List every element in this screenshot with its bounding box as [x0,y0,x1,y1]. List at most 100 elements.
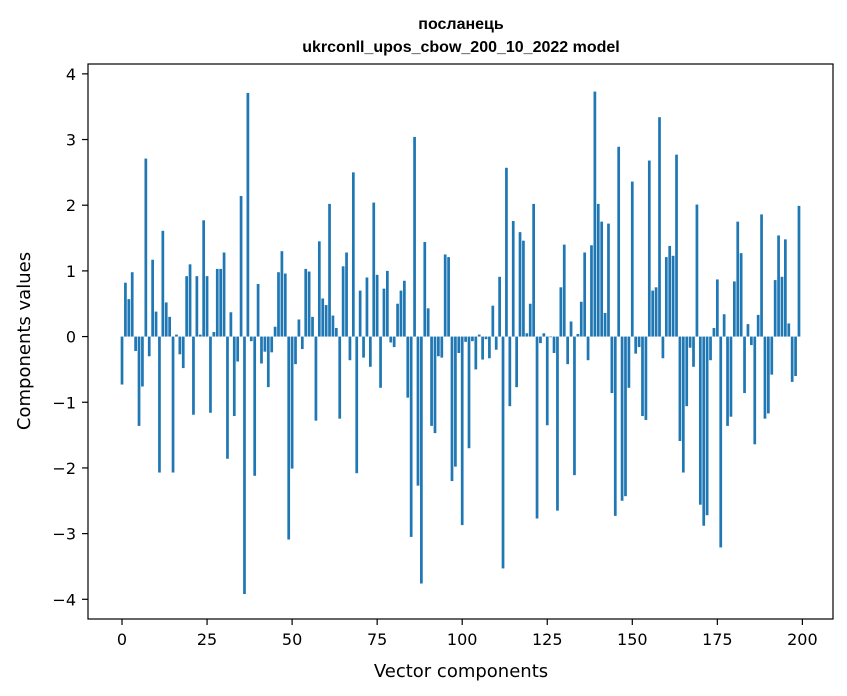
bar-190 [767,336,770,414]
bar-64 [338,336,342,419]
bar-37 [246,92,250,337]
bar-50 [290,336,294,469]
bar-16 [175,334,178,337]
bar-46 [277,272,280,337]
bar-79 [389,336,393,343]
bar-2 [127,299,131,337]
bar-163 [675,154,678,337]
bar-192 [773,280,777,337]
bar-55 [307,271,311,337]
x-tick-label: 50 [282,630,302,649]
bar-29 [219,268,223,337]
bar-41 [260,336,263,364]
bar-68 [351,172,355,337]
bar-146 [617,146,621,337]
bar-35 [239,196,243,337]
bar-33 [232,336,236,417]
bar-122 [535,336,539,519]
bar-92 [433,336,437,434]
bar-114 [508,336,512,407]
bar-17 [178,336,182,355]
bar-188 [760,214,763,337]
x-axis-label: Vector components [374,661,548,682]
bar-9 [151,259,154,337]
bar-76 [379,336,382,388]
bar-4 [134,336,137,352]
bar-199 [797,205,801,337]
bar-159 [661,336,665,359]
bar-39 [253,336,257,476]
bar-40 [256,284,260,337]
bar-45 [273,326,277,337]
x-tick-label: 150 [617,630,648,649]
bar-67 [348,336,352,361]
bar-144 [610,336,614,394]
bar-53 [300,336,304,350]
bar-69 [355,336,359,474]
bar-185 [750,336,753,346]
bar-51 [294,336,297,365]
bar-167 [688,336,692,348]
bar-44 [270,336,274,353]
bar-71 [362,336,365,358]
bar-169 [695,204,699,337]
bar-36 [243,336,246,595]
bar-107 [484,336,488,340]
chart-title: посланець [418,16,504,33]
bar-19 [185,276,189,337]
bar-134 [576,333,580,337]
bar-12 [161,230,165,337]
bar-28 [215,268,219,337]
bar-135 [579,301,583,337]
x-tick-label: 75 [367,630,387,649]
bar-180 [732,281,736,337]
bar-197 [790,336,794,382]
bar-174 [712,328,716,337]
bar-170 [698,336,702,505]
plot-frame [87,63,834,620]
bar-136 [583,252,587,337]
x-tick-label: 175 [702,630,733,649]
x-tick-label: 100 [447,630,478,649]
bar-156 [651,290,655,337]
bar-189 [763,336,767,419]
bar-81 [396,303,399,337]
bar-32 [229,312,233,337]
bar-42 [263,336,267,352]
bar-97 [450,336,454,482]
bar-150 [630,181,634,337]
bar-48 [283,273,287,337]
bar-195 [784,239,787,337]
bar-93 [437,336,440,357]
bars-group [120,91,801,595]
bar-161 [668,245,672,337]
bar-5 [137,336,141,426]
bar-7 [144,158,148,337]
bar-3 [130,272,134,337]
bar-171 [702,336,706,526]
bar-153 [641,336,644,417]
bar-118 [522,240,525,337]
bar-10 [154,311,158,337]
bar-175 [715,279,719,337]
bar-126 [549,336,553,338]
bar-104 [474,336,478,370]
bar-102 [467,336,471,449]
bar-103 [471,336,474,342]
bar-138 [590,245,593,337]
bar-116 [515,336,518,388]
bar-198 [794,336,797,376]
bar-148 [624,336,627,497]
bar-77 [382,288,386,337]
bar-82 [399,290,403,337]
bar-145 [613,336,617,516]
bar-119 [525,333,529,337]
bar-13 [164,302,168,337]
bar-193 [777,235,780,337]
bar-168 [692,336,695,367]
y-tick-label: 0 [66,328,76,347]
bar-117 [518,232,522,337]
bar-142 [603,312,607,337]
bar-191 [770,336,774,375]
bar-129 [559,287,563,337]
